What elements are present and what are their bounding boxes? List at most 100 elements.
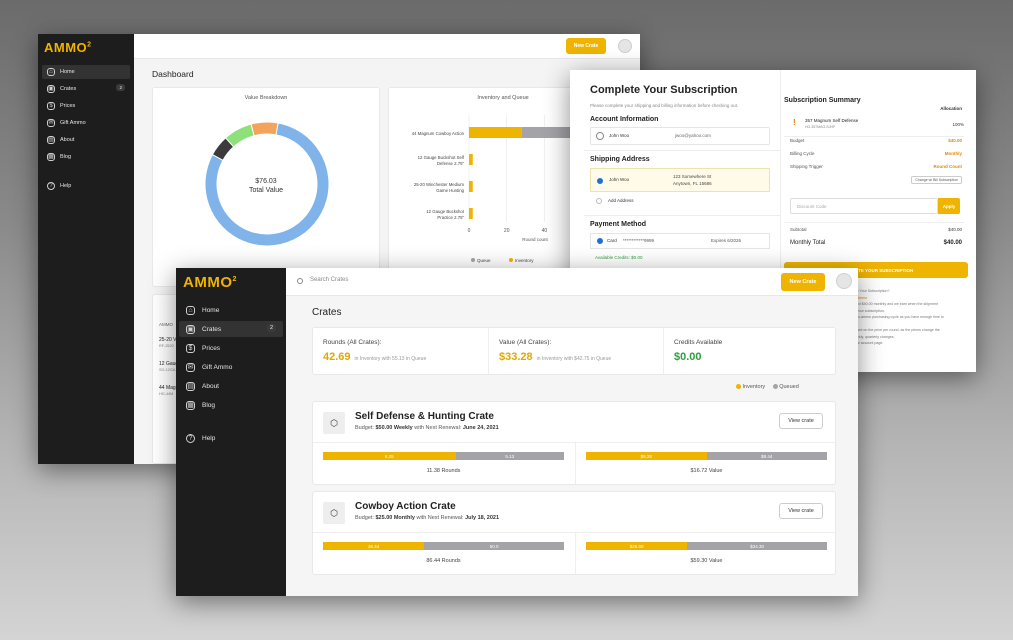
account-email: jwoo@yahoo.com bbox=[675, 133, 711, 138]
gift-icon: ✉ bbox=[47, 119, 55, 127]
inventory-segment: $8.28 bbox=[586, 452, 707, 460]
shipping-selected[interactable]: John Woo 123 Somewhere St Anytown, FL 15… bbox=[590, 168, 770, 192]
queued-segment: $8.44 bbox=[706, 452, 827, 460]
subtotal-label: Subtotal bbox=[790, 227, 807, 232]
change-subscription-button[interactable]: Change w/ Bill Subscription bbox=[911, 176, 962, 184]
sidebar-item-label: Help bbox=[60, 183, 72, 189]
sidebar-item-home[interactable]: ⌂ Home bbox=[42, 65, 130, 79]
sidebar-item-about[interactable]: ▤ About bbox=[42, 133, 130, 147]
sidebar-item-label: Crates bbox=[60, 86, 77, 92]
sidebar-item-crates[interactable]: ▣ Crates 2 bbox=[42, 82, 130, 96]
monthly-total-label: Monthly Total bbox=[790, 240, 826, 246]
crates-count-badge: 2 bbox=[116, 84, 125, 92]
sidebar-item-label: About bbox=[202, 382, 219, 390]
x-axis-label: Round count bbox=[522, 237, 548, 242]
new-crate-button[interactable]: New Crate bbox=[566, 38, 606, 54]
inventory-segment: 36.44 bbox=[323, 542, 425, 550]
sidebar-item-label: Crates bbox=[202, 325, 222, 333]
summary-row-label: Billing Cycle bbox=[790, 151, 815, 156]
table-row[interactable]: 12 Gaug bbox=[159, 361, 179, 367]
category-label: 44 Magnum Cowboy Action bbox=[412, 131, 465, 136]
sidebar-item-label: Home bbox=[202, 306, 220, 314]
view-crate-button[interactable]: View crate bbox=[779, 413, 823, 429]
table-header: AMMO bbox=[159, 322, 173, 327]
queue-bar bbox=[469, 208, 473, 219]
inventory-segment: $25.00 bbox=[586, 542, 688, 550]
sidebar-item-prices[interactable]: $ Prices bbox=[42, 99, 130, 113]
legend-swatch bbox=[509, 258, 513, 262]
discount-field[interactable]: Discount Code bbox=[790, 198, 938, 214]
legend-label: Inventory bbox=[515, 258, 534, 263]
sidebar-item-help[interactable]: ? Help bbox=[179, 430, 283, 446]
sidebar-item-label: Gift Ammo bbox=[202, 363, 233, 371]
stats-card: Rounds (All Crates): 42.69 in Inventory wi… bbox=[312, 327, 836, 375]
ship-addr1: 123 Somewhere St bbox=[673, 174, 712, 179]
card-expiry: Expires 6/2026 bbox=[711, 238, 742, 243]
summary-row-label: Shipping Trigger bbox=[790, 164, 823, 169]
stat-value: 42.69 in Inventory with 55.13 in Queue bbox=[323, 351, 427, 363]
stat-label: Credits Available bbox=[674, 339, 723, 346]
value-progress: $8.28 $8.44 bbox=[586, 452, 827, 460]
shipping-radio[interactable] bbox=[597, 178, 603, 184]
stat-label: Value (All Crates): bbox=[499, 339, 552, 346]
donut-slice bbox=[204, 122, 330, 247]
stat-value: $0.00 bbox=[674, 351, 702, 363]
crate-card: ⬡ Cowboy Action Crate Budget: $25.00 Mon… bbox=[312, 491, 836, 575]
shipping-heading: Shipping Address bbox=[590, 156, 650, 163]
subscription-title: Complete Your Subscription bbox=[590, 84, 738, 96]
sidebar-item-home[interactable]: ⌂ Home bbox=[179, 302, 283, 318]
inventory-bar bbox=[469, 127, 522, 138]
donut-amount: $76.03 bbox=[255, 178, 277, 185]
rounds-progress: 6.25 5.13 bbox=[323, 452, 564, 460]
add-address[interactable]: Add Address bbox=[590, 193, 770, 209]
sidebar-item-label: Home bbox=[60, 69, 75, 75]
news-icon: ▦ bbox=[47, 153, 55, 161]
sidebar-item-about[interactable]: ▤ About bbox=[179, 378, 283, 394]
queue-bar bbox=[469, 154, 473, 165]
summary-row-value: Round Count bbox=[933, 164, 963, 169]
table-row-sub: SG-12GA bbox=[159, 368, 176, 372]
search-input[interactable]: Search Crates bbox=[310, 277, 349, 283]
sidebar-item-crates[interactable]: ▣ Crates 2 bbox=[179, 321, 283, 337]
table-row[interactable]: 44 Mag bbox=[159, 385, 176, 391]
sidebar-item-blog[interactable]: ▦ Blog bbox=[179, 397, 283, 413]
value-progress: $25.00 $34.30 bbox=[586, 542, 827, 550]
new-crate-button[interactable]: New Crate bbox=[781, 273, 825, 291]
available-credits: Available Credits: $0.00 bbox=[595, 255, 643, 260]
crates-title: Crates bbox=[312, 307, 342, 318]
table-row[interactable]: 25-20 V bbox=[159, 337, 177, 343]
payment-card-row[interactable]: Card ************9999 Expires 6/2026 bbox=[590, 233, 770, 249]
category-label: 12 Gauge Buckshot Self bbox=[418, 155, 465, 160]
ship-addr2: Anytown, FL 15686 bbox=[673, 181, 712, 186]
category-label: 12 Gauge Buckshot bbox=[426, 209, 465, 214]
rounds-total: 11.38 Rounds bbox=[426, 468, 461, 474]
dashboard-topbar: New Crate bbox=[134, 34, 640, 59]
subtotal-value: $40.00 bbox=[948, 227, 962, 232]
dashboard-sidebar: AMMO2 ⌂ Home ▣ Crates 2 $ Prices ✉ Gift Ammo ▤ Abo… bbox=[38, 34, 134, 464]
view-crate-button[interactable]: View crate bbox=[779, 503, 823, 519]
account-box: John Woo jwoo@yahoo.com bbox=[590, 127, 770, 145]
apply-button[interactable]: Apply bbox=[938, 198, 960, 214]
avatar[interactable] bbox=[836, 273, 852, 289]
sidebar-item-gift-ammo[interactable]: ✉ Gift Ammo bbox=[179, 359, 283, 375]
avatar[interactable] bbox=[618, 39, 632, 53]
sidebar-item-help[interactable]: ? Help bbox=[42, 179, 130, 193]
donut-slice bbox=[250, 121, 279, 137]
legend: Inventory Queued bbox=[736, 384, 799, 390]
sidebar-item-blog[interactable]: ▦ Blog bbox=[42, 150, 130, 164]
dollar-icon: $ bbox=[186, 343, 195, 353]
legend-queued-dot bbox=[772, 384, 778, 390]
crates-topbar: Search Crates New Crate bbox=[286, 268, 858, 296]
crate-card: ⬡ Self Defense & Hunting Crate Budget: $… bbox=[312, 401, 836, 485]
stat-detail: in Inventory with 55.13 in Queue bbox=[354, 356, 427, 362]
rounds-progress: 36.44 50.0 bbox=[323, 542, 564, 550]
sidebar-item-label: Blog bbox=[202, 401, 216, 409]
stat-block: Value (All Crates): $33.28 in Inventory wi… bbox=[488, 328, 663, 374]
account-heading: Account Information bbox=[590, 116, 659, 123]
faq-line: ...us at your account page. bbox=[841, 341, 884, 345]
sidebar-item-gift-ammo[interactable]: ✉ Gift Ammo bbox=[42, 116, 130, 130]
stat-value: $33.28 in Inventory with $42.75 in Queue bbox=[499, 351, 612, 363]
summary-row-value: $40.00 bbox=[948, 138, 962, 143]
sidebar-item-prices[interactable]: $ Prices bbox=[179, 340, 283, 356]
